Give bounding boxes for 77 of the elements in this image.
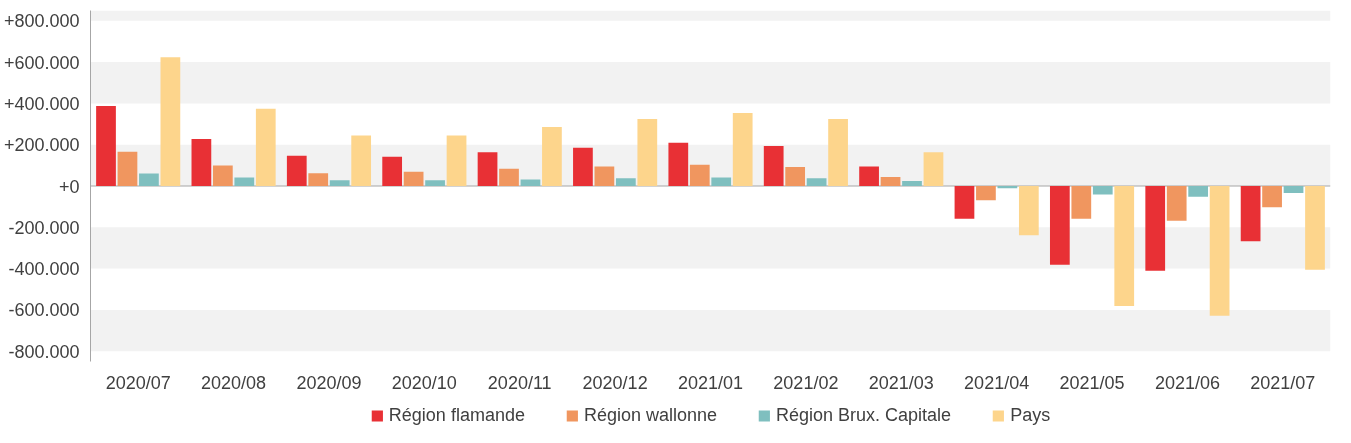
bar	[1018, 186, 1039, 236]
bar	[351, 135, 372, 186]
bar	[711, 177, 732, 186]
bar	[1188, 186, 1209, 197]
bar	[689, 164, 710, 186]
bar	[1240, 186, 1261, 242]
bar	[785, 167, 806, 186]
bar	[828, 118, 848, 186]
bar	[425, 180, 445, 186]
bar	[732, 113, 753, 186]
x-tick-label: 2020/08	[201, 372, 267, 393]
bar	[520, 179, 541, 186]
bar	[1283, 186, 1304, 194]
bar	[139, 173, 159, 186]
bar	[806, 178, 827, 186]
bar	[1209, 186, 1230, 316]
bar	[212, 165, 233, 186]
bar	[1305, 186, 1325, 270]
bar	[542, 126, 562, 186]
x-tick-label: 2021/07	[1250, 372, 1316, 393]
bar	[615, 178, 636, 186]
bar	[117, 151, 138, 186]
bar	[286, 155, 307, 186]
bar	[382, 156, 403, 186]
y-tick-label: +0	[58, 176, 80, 197]
y-tick-label: +600.000	[3, 52, 80, 73]
bar	[573, 147, 593, 186]
x-tick-label: 2021/03	[868, 372, 934, 393]
bar	[954, 186, 975, 219]
y-tick-label: -600.000	[8, 300, 80, 321]
bar	[255, 108, 276, 186]
legend-label: Région wallonne	[583, 404, 718, 426]
bar	[1049, 186, 1070, 265]
bar	[1092, 186, 1113, 195]
bar	[902, 181, 922, 186]
x-tick-label: 2020/07	[105, 372, 171, 393]
x-tick-label: 2021/05	[1059, 372, 1125, 393]
legend-label: Pays	[1010, 404, 1051, 426]
y-tick-label: -800.000	[8, 341, 80, 362]
bar	[976, 186, 996, 201]
y-tick-label: -200.000	[8, 217, 80, 238]
bar	[403, 171, 424, 186]
bar	[308, 173, 329, 186]
bar	[191, 138, 212, 186]
bar	[96, 106, 116, 186]
x-tick-label: 2021/04	[964, 372, 1030, 393]
bar	[637, 118, 658, 186]
bar	[499, 168, 519, 186]
bar	[329, 180, 350, 186]
y-tick-label: +800.000	[3, 11, 80, 32]
bar	[1166, 186, 1187, 221]
bar	[160, 57, 181, 186]
bar	[763, 145, 784, 186]
bar	[477, 152, 498, 186]
bar	[1071, 186, 1092, 219]
x-tick-label: 2021/01	[677, 372, 744, 393]
bar	[1145, 186, 1166, 271]
legend-label: Région Brux. Capitale	[776, 404, 952, 426]
bar	[1114, 186, 1135, 306]
bar	[668, 142, 689, 186]
bar	[859, 166, 879, 186]
x-tick-label: 2020/12	[582, 372, 648, 393]
y-tick-label: +400.000	[3, 93, 80, 114]
x-tick-label: 2020/10	[391, 372, 457, 393]
x-tick-label: 2021/02	[773, 372, 839, 393]
x-tick-label: 2021/06	[1154, 372, 1220, 393]
bar	[446, 135, 467, 186]
bar	[923, 152, 944, 186]
bar	[234, 177, 255, 186]
bar	[594, 166, 615, 186]
y-tick-label: -400.000	[8, 259, 80, 280]
x-tick-label: 2020/09	[296, 372, 362, 393]
bar	[1262, 186, 1282, 208]
x-tick-label: 2020/11	[487, 372, 552, 393]
bar	[880, 177, 901, 186]
legend-label: Région flamande	[388, 404, 525, 426]
y-tick-label: +200.000	[3, 135, 80, 156]
